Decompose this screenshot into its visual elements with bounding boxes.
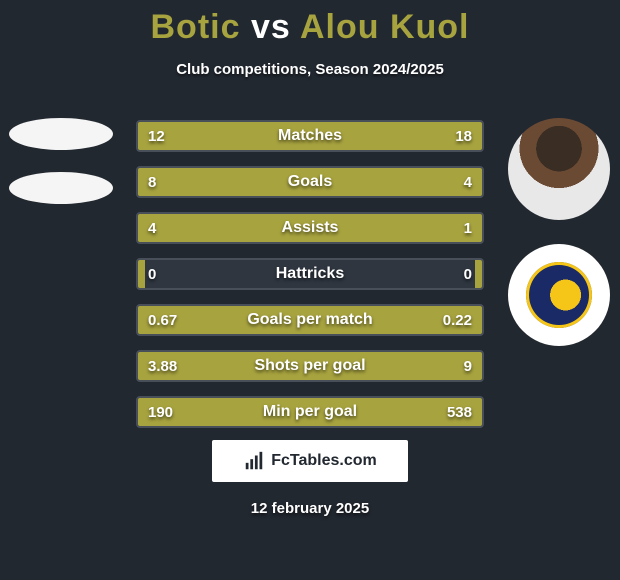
mariners-badge-icon xyxy=(526,262,592,328)
chart-icon xyxy=(243,450,265,472)
right-player-club-badge xyxy=(508,244,610,346)
right-player-portrait xyxy=(508,118,610,220)
stat-row: 1218Matches xyxy=(136,120,484,152)
right-player-column xyxy=(504,118,614,346)
stat-label: Hattricks xyxy=(138,260,482,288)
stat-row: 84Goals xyxy=(136,166,484,198)
subtitle: Club competitions, Season 2024/2025 xyxy=(0,61,620,78)
title-player2: Alou Kuol xyxy=(300,8,470,46)
attribution-badge: FcTables.com xyxy=(212,440,408,482)
left-player-column xyxy=(6,118,116,226)
stat-row: 0.670.22Goals per match xyxy=(136,304,484,336)
stat-label: Shots per goal xyxy=(138,352,482,380)
title-player1: Botic xyxy=(151,8,241,46)
stat-label: Goals per match xyxy=(138,306,482,334)
stat-label: Assists xyxy=(138,214,482,242)
stat-row: 190538Min per goal xyxy=(136,396,484,428)
stat-label: Goals xyxy=(138,168,482,196)
attribution-text: FcTables.com xyxy=(271,452,377,470)
stat-row: 3.889Shots per goal xyxy=(136,350,484,382)
stat-label: Min per goal xyxy=(138,398,482,426)
left-player-portrait-placeholder xyxy=(9,118,113,150)
stat-label: Matches xyxy=(138,122,482,150)
left-player-club-placeholder xyxy=(9,172,113,204)
stat-row: 00Hattricks xyxy=(136,258,484,290)
stat-bars: 1218Matches 84Goals 41Assists 00Hattricks 0.… xyxy=(136,120,484,442)
generated-date: 12 february 2025 xyxy=(0,500,620,517)
comparison-title: Botic vs Alou Kuol xyxy=(0,0,620,47)
stat-row: 41Assists xyxy=(136,212,484,244)
title-vs: vs xyxy=(251,8,291,46)
